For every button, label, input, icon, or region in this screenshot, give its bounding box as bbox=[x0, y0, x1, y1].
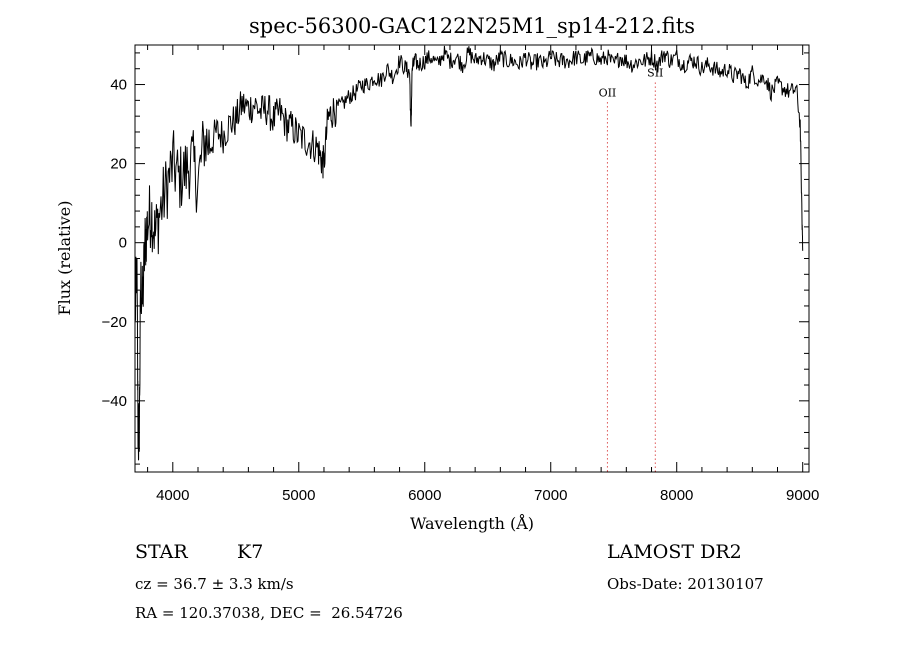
y-tick-label: 40 bbox=[110, 77, 127, 94]
x-axis: 4000 5000 6000 7000 8000 9000 bbox=[147, 45, 819, 504]
x-tick-label: 9000 bbox=[786, 487, 819, 504]
survey-name: LAMOST DR2 bbox=[607, 541, 742, 563]
x-tick-label: 7000 bbox=[534, 487, 567, 504]
object-class: STAR bbox=[135, 541, 188, 563]
y-tick-label: −40 bbox=[102, 393, 127, 410]
chart-title: spec-56300-GAC122N25M1_sp14-212.fits bbox=[249, 14, 695, 38]
velocity-readout: cz = 36.7 ± 3.3 km/s bbox=[135, 575, 294, 593]
y-tick-label: 20 bbox=[110, 156, 127, 173]
y-axis-label: Flux (relative) bbox=[55, 201, 74, 316]
observation-date: Obs-Date: 20130107 bbox=[607, 575, 764, 593]
y-axis: −40 −20 0 20 40 bbox=[102, 52, 809, 465]
y-tick-label: −20 bbox=[102, 314, 127, 331]
marker-label-sii: SII bbox=[647, 67, 663, 80]
spectrum-line bbox=[134, 45, 804, 461]
object-subclass: K7 bbox=[237, 541, 264, 563]
x-tick-label: 5000 bbox=[282, 487, 315, 504]
x-tick-label: 4000 bbox=[156, 487, 189, 504]
y-tick-label: 0 bbox=[119, 235, 127, 252]
emission-line-markers: OII SII bbox=[599, 67, 663, 472]
x-tick-label: 6000 bbox=[408, 487, 441, 504]
coordinates-readout: RA = 120.37038, DEC = 26.54726 bbox=[135, 604, 403, 622]
x-axis-label: Wavelength (Å) bbox=[410, 513, 534, 533]
marker-label-oii: OII bbox=[599, 86, 617, 99]
x-tick-label: 8000 bbox=[660, 487, 693, 504]
